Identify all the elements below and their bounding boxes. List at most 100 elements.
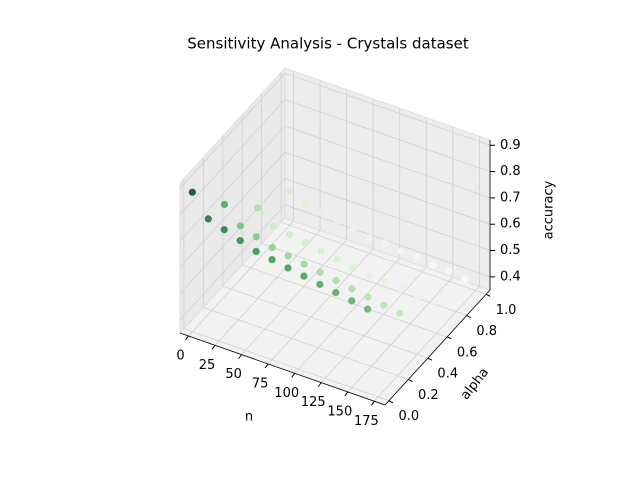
point bbox=[445, 267, 453, 275]
point bbox=[348, 285, 356, 293]
grid-line bbox=[214, 230, 321, 346]
z-axis-label: accuracy bbox=[542, 180, 557, 239]
grid-line bbox=[294, 258, 401, 374]
z-tick-label: 0.5 bbox=[500, 243, 521, 258]
x-tick bbox=[344, 391, 349, 397]
x-axis-label: n bbox=[245, 410, 253, 425]
point bbox=[286, 187, 294, 195]
grid-line bbox=[179, 151, 286, 268]
x-tick bbox=[317, 382, 322, 387]
grid-line bbox=[179, 125, 286, 242]
chart-title: Sensitivity Analysis - Crystals dataset bbox=[187, 35, 469, 53]
point bbox=[253, 204, 262, 212]
point bbox=[316, 280, 324, 288]
y-axis-label: alpha bbox=[458, 365, 492, 403]
grid-line bbox=[347, 276, 454, 393]
point bbox=[333, 217, 342, 225]
x-tick-label: 25 bbox=[199, 358, 216, 373]
z-tick-label: 0.7 bbox=[500, 190, 521, 205]
x-tick bbox=[185, 335, 189, 341]
point bbox=[413, 253, 421, 261]
point bbox=[333, 255, 341, 264]
grid-line bbox=[203, 307, 409, 380]
point bbox=[284, 252, 292, 260]
point bbox=[349, 225, 357, 233]
point bbox=[348, 297, 356, 305]
grid-line bbox=[188, 220, 294, 337]
z-tick-label: 0.8 bbox=[500, 164, 521, 179]
y-tick bbox=[408, 378, 413, 382]
x-axis bbox=[179, 332, 386, 406]
z-tick-label: 0.4 bbox=[500, 269, 521, 284]
point bbox=[396, 309, 404, 318]
point bbox=[269, 222, 278, 231]
grid-line bbox=[183, 328, 390, 402]
grid-line bbox=[320, 267, 427, 383]
y-tick-label: 0.6 bbox=[457, 345, 478, 360]
x-tick bbox=[291, 372, 296, 378]
grid-line bbox=[241, 239, 347, 355]
point bbox=[220, 200, 229, 209]
y-tick bbox=[388, 400, 394, 404]
grid-line bbox=[374, 285, 480, 402]
grid-line bbox=[179, 178, 286, 294]
point bbox=[236, 237, 244, 245]
x-tick-label: 125 bbox=[301, 395, 326, 410]
x-tick-label: 175 bbox=[354, 414, 379, 429]
point bbox=[365, 233, 373, 242]
point bbox=[316, 268, 324, 276]
z-tick-label: 0.9 bbox=[500, 138, 521, 153]
grid-line bbox=[222, 285, 428, 359]
point bbox=[332, 276, 340, 285]
grid-line bbox=[242, 264, 448, 338]
point bbox=[301, 239, 309, 247]
y-tick bbox=[466, 315, 471, 319]
point bbox=[397, 286, 405, 294]
point bbox=[252, 233, 260, 241]
x-tick-label: 100 bbox=[274, 386, 299, 401]
x-tick-label: 50 bbox=[225, 367, 242, 382]
point bbox=[284, 264, 292, 272]
point bbox=[397, 247, 405, 255]
point bbox=[317, 209, 326, 217]
x-tick bbox=[370, 400, 375, 406]
y-tick bbox=[446, 336, 452, 340]
grid-line bbox=[284, 178, 491, 251]
x-tick bbox=[264, 363, 269, 369]
x-tick bbox=[211, 345, 216, 350]
z-tick-label: 0.6 bbox=[500, 217, 521, 232]
y-tick-label: 1.0 bbox=[496, 303, 517, 318]
point bbox=[461, 275, 469, 283]
point bbox=[301, 200, 310, 209]
point bbox=[364, 305, 372, 313]
grid-line bbox=[280, 221, 487, 295]
point bbox=[429, 261, 437, 269]
grid-line bbox=[179, 72, 286, 189]
point bbox=[300, 272, 308, 280]
point bbox=[220, 226, 228, 234]
point bbox=[332, 289, 340, 297]
grid-line bbox=[284, 72, 491, 146]
point bbox=[252, 247, 260, 256]
y-tick-label: 0.2 bbox=[418, 388, 439, 403]
point bbox=[380, 301, 388, 309]
y-axis bbox=[384, 289, 491, 406]
y-tick-label: 0.8 bbox=[476, 324, 497, 339]
point bbox=[268, 243, 276, 252]
grid-line bbox=[284, 125, 491, 199]
point bbox=[364, 293, 372, 301]
y-tick bbox=[427, 357, 433, 361]
y-tick bbox=[485, 293, 491, 297]
grid-line bbox=[284, 151, 491, 225]
x-tick-label: 150 bbox=[327, 404, 352, 419]
point bbox=[268, 256, 276, 264]
point bbox=[317, 247, 325, 255]
point bbox=[300, 260, 308, 268]
y-tick-label: 0.0 bbox=[399, 409, 420, 424]
point bbox=[236, 222, 245, 230]
y-tick-label: 0.4 bbox=[437, 367, 458, 382]
grid-line bbox=[284, 99, 491, 172]
point bbox=[429, 302, 437, 310]
